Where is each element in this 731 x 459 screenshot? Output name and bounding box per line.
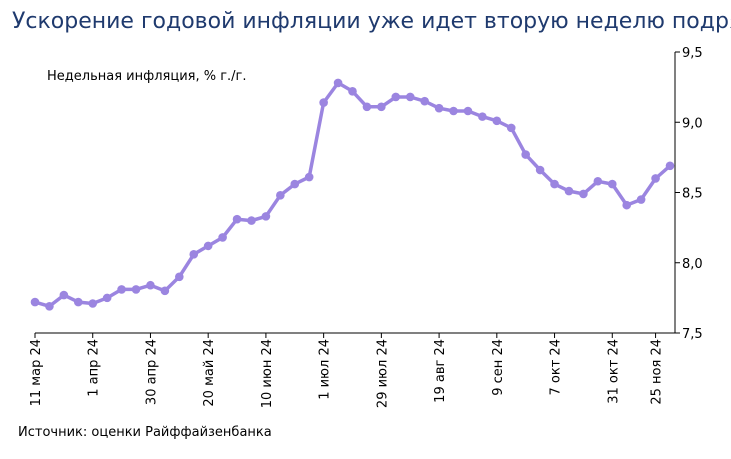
data-point	[319, 98, 328, 107]
x-tick-label: 10 июн 24	[260, 339, 275, 408]
data-point	[579, 189, 588, 199]
data-point	[434, 103, 444, 113]
data-point	[175, 272, 184, 282]
y-tick-label: 8,5	[682, 187, 703, 202]
source-note: Источник: оценки Райффайзенбанка	[18, 425, 272, 440]
x-tick-label: 20 май 24	[202, 339, 217, 407]
data-point	[362, 102, 372, 112]
x-axis-ticks: 11 мар 24 1 апр 24 30 апр 24 20 май 24 10 ию…	[29, 333, 665, 408]
x-tick-label: 1 апр 24	[87, 339, 102, 397]
data-point	[333, 78, 343, 88]
data-point	[261, 212, 271, 221]
data-point	[73, 297, 83, 307]
data-point	[203, 241, 213, 251]
data-point	[232, 214, 242, 224]
y-tick-label: 9,5	[682, 46, 703, 61]
data-point	[146, 280, 155, 290]
x-tick-label: 19 авг 24	[433, 339, 448, 403]
data-point	[348, 87, 357, 96]
data-point	[377, 102, 386, 112]
x-tick-label: 7 окт 24	[549, 339, 564, 395]
x-tick-label: 1 июл 24	[318, 339, 333, 400]
data-point	[463, 106, 473, 116]
data-point	[59, 290, 69, 300]
x-tick-label: 30 апр 24	[144, 339, 159, 405]
data-point	[189, 250, 199, 259]
x-tick-label: 25 ноя 24	[650, 339, 665, 405]
data-point	[102, 293, 112, 303]
data-point	[636, 195, 646, 204]
y-tick-label: 8,0	[682, 257, 703, 272]
data-point	[607, 179, 617, 189]
data-point	[45, 302, 54, 311]
data-point	[478, 112, 487, 121]
data-point	[160, 286, 170, 296]
data-point	[218, 233, 227, 242]
data-point	[420, 96, 429, 106]
data-point	[290, 179, 300, 189]
x-tick-label: 11 мар 24	[29, 339, 44, 406]
data-point	[276, 191, 285, 200]
data-point	[622, 200, 632, 210]
data-point	[550, 179, 559, 189]
data-point	[564, 186, 574, 196]
data-point	[492, 116, 502, 126]
data-point	[30, 297, 40, 307]
data-point	[131, 285, 141, 294]
data-point	[449, 106, 458, 116]
data-point	[535, 165, 545, 175]
y-tick-label: 7,5	[682, 327, 703, 342]
series-group	[30, 78, 675, 311]
data-point	[665, 161, 675, 171]
data-point	[88, 299, 98, 308]
data-point	[593, 176, 603, 186]
series-line	[33, 81, 672, 309]
x-tick-label: 31 окт 24	[606, 339, 621, 404]
x-tick-label: 29 июл 24	[375, 339, 390, 408]
data-point	[506, 123, 516, 133]
y-axis-ticks: 7,5 8,0 8,5 9,0 9,5	[675, 46, 703, 342]
data-point	[405, 92, 415, 102]
data-point	[247, 216, 256, 225]
data-point	[117, 285, 126, 294]
x-tick-label: 9 сен 24	[491, 339, 506, 396]
series-label: Недельная инфляция, % г./г.	[47, 69, 247, 84]
chart-title: Ускорение годовой инфляции уже идет втор…	[12, 9, 731, 34]
data-point	[304, 172, 314, 182]
data-point	[651, 174, 660, 183]
data-point	[521, 150, 530, 159]
data-point	[391, 92, 401, 102]
y-tick-label: 9,0	[682, 116, 703, 131]
